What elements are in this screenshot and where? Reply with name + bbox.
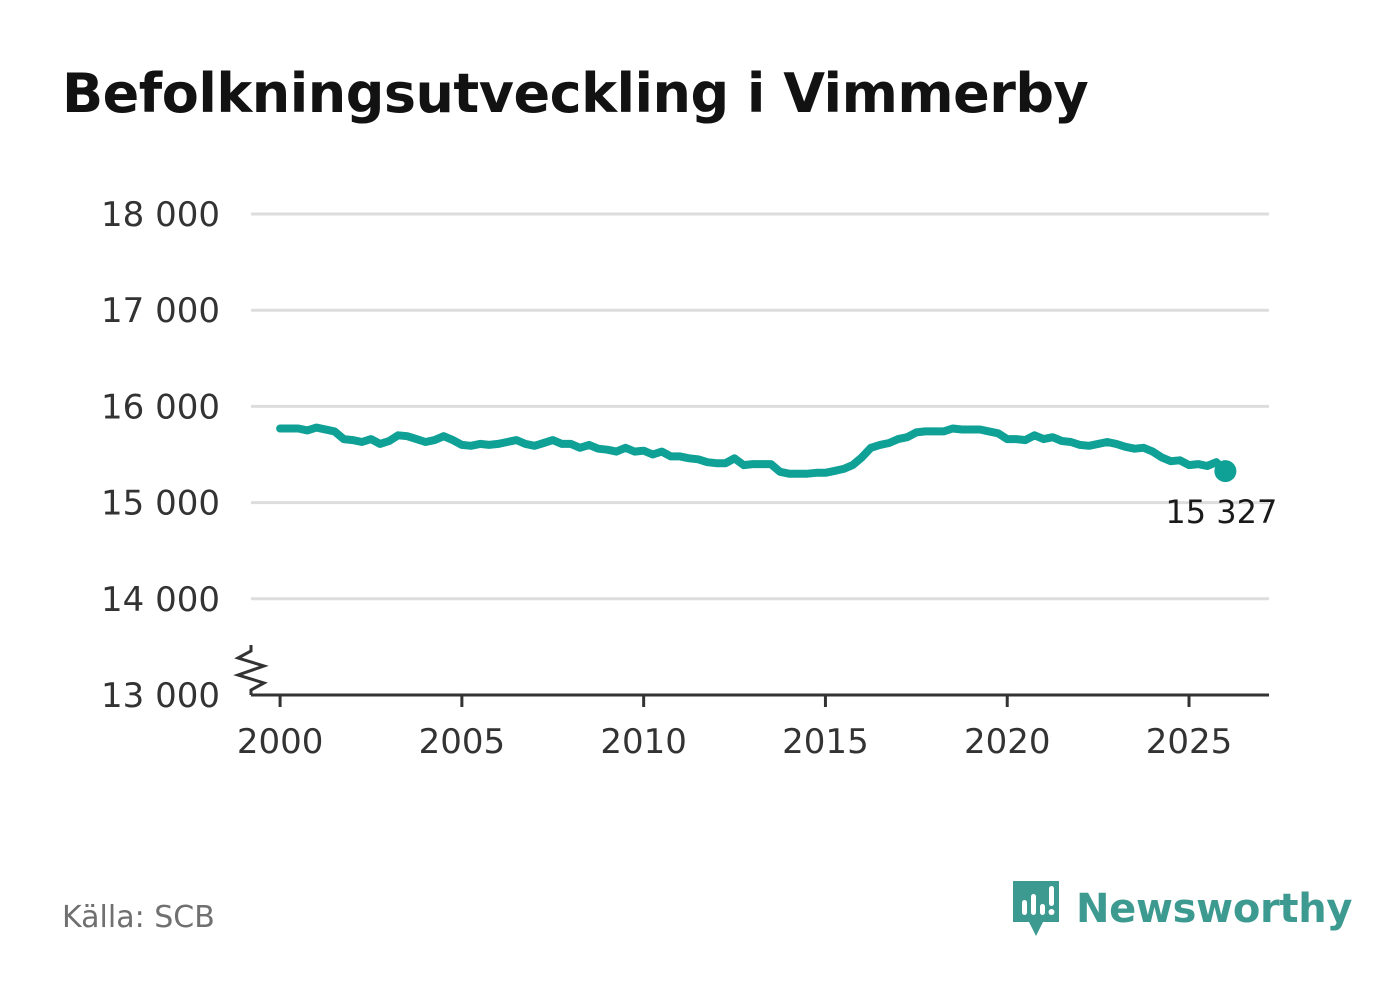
x-tick-label: 2020 <box>964 722 1051 762</box>
last-value-label: 15 327 <box>1165 493 1277 531</box>
x-tick-label: 2000 <box>237 722 324 762</box>
y-tick-label: 16 000 <box>101 387 220 427</box>
y-tick-label: 14 000 <box>101 580 220 620</box>
y-axis-break-icon <box>233 645 269 695</box>
annotation-layer: 15 327 <box>1165 460 1277 531</box>
axis-break-zigzag <box>233 645 269 695</box>
source-note: Källa: SCB <box>62 900 215 935</box>
y-tick-label: 15 000 <box>101 484 220 524</box>
x-axis <box>251 693 1269 707</box>
y-tick-label: 18 000 <box>101 195 220 235</box>
y-tick-label: 13 000 <box>101 676 220 716</box>
y-axis-tick-labels: 13 000 14 000 15 000 16 000 17 000 18 000 <box>101 195 220 716</box>
x-tick-label: 2005 <box>419 722 506 762</box>
x-tick-label: 2015 <box>782 722 869 762</box>
series-line <box>276 423 1230 478</box>
newsworthy-logo-icon <box>1013 881 1059 936</box>
chart-title: Befolkningsutveckling i Vimmerby <box>62 62 1089 125</box>
brand-name: Newsworthy <box>1076 886 1353 932</box>
gridlines <box>251 212 1269 601</box>
series-layer <box>276 423 1230 478</box>
x-tick-label: 2025 <box>1146 722 1233 762</box>
x-axis-tick-labels: 2000 2005 2010 2015 2020 2025 <box>237 722 1232 762</box>
brand-logo: Newsworthy <box>1010 878 1353 940</box>
x-tick-label: 2010 <box>600 722 687 762</box>
last-point-marker <box>1214 460 1237 483</box>
y-tick-label: 17 000 <box>101 291 220 331</box>
